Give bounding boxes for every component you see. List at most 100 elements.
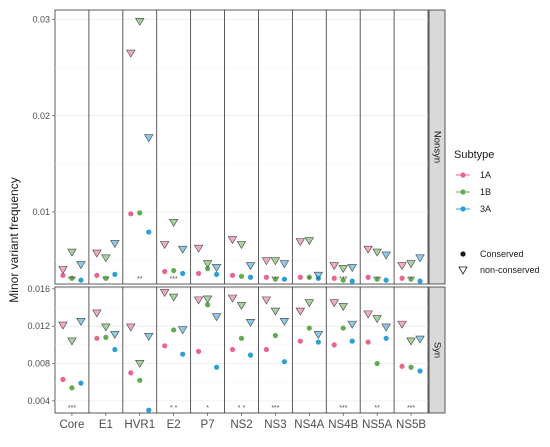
y-tick-label: 0.004 <box>27 396 50 406</box>
significance-marker: * <box>206 405 209 412</box>
non-conserved-point-1A <box>363 310 373 319</box>
legend-key-3A <box>460 206 466 212</box>
chart-panels: 0.010.020.03*** * * ** *** *** * *** *** ***Nons… <box>27 9 446 414</box>
legend-key-1A <box>460 172 466 178</box>
legend-label-non-conserved: non-conserved <box>480 265 540 275</box>
conserved-point-3A <box>349 278 355 284</box>
non-conserved-point-3A <box>313 271 324 280</box>
y-tick-label: 0.03 <box>32 15 50 25</box>
x-tick-label: NS3 <box>264 419 286 431</box>
non-conserved-point-3A <box>177 326 188 335</box>
conserved-point-1A <box>229 272 236 278</box>
conserved-point-1B <box>204 266 211 272</box>
y-tick-label: 0.012 <box>27 321 50 331</box>
non-conserved-point-1A <box>58 321 68 330</box>
conserved-point-1A <box>263 346 270 353</box>
non-conserved-point-1A <box>126 49 136 58</box>
non-conserved-point-1A <box>92 309 102 318</box>
non-conserved-point-1B <box>338 303 348 311</box>
x-tick-label: HVR1 <box>124 419 155 431</box>
conserved-point-1B <box>306 325 312 331</box>
non-conserved-point-1A <box>58 266 68 274</box>
conserved-point-1B <box>238 273 245 279</box>
non-conserved-point-1B <box>372 315 382 324</box>
significance-marker: *** <box>407 276 415 283</box>
conserved-point-1B <box>374 276 380 282</box>
conserved-point-1A <box>365 339 371 345</box>
conserved-point-1B <box>171 267 177 274</box>
conserved-point-1A <box>128 370 134 376</box>
non-conserved-point-1B <box>304 237 315 246</box>
legend-key-conserved <box>460 251 466 257</box>
conserved-point-1A <box>297 338 303 344</box>
non-conserved-point-1B <box>202 260 213 269</box>
non-conserved-point-1A <box>227 236 238 245</box>
non-conserved-point-3A <box>415 254 425 263</box>
conserved-point-1A <box>195 348 202 354</box>
significance-marker: *** <box>271 405 279 412</box>
significance-marker: ** <box>137 276 143 283</box>
non-conserved-point-1B <box>67 337 77 346</box>
legend-label-conserved: Conserved <box>480 249 524 259</box>
conserved-point-1B <box>69 275 75 281</box>
non-conserved-point-3A <box>144 332 154 341</box>
y-tick-label: 0.016 <box>27 284 50 294</box>
conserved-point-1B <box>103 334 109 340</box>
significance-marker: *** <box>407 405 415 412</box>
significance-marker: *** <box>339 405 347 412</box>
x-tick-label: NS5B <box>396 419 426 431</box>
non-conserved-point-3A <box>245 262 256 271</box>
non-conserved-point-3A <box>245 318 256 327</box>
conserved-point-1B <box>103 275 109 281</box>
non-conserved-point-3A <box>110 331 120 339</box>
non-conserved-point-1A <box>329 299 339 308</box>
non-conserved-point-1A <box>159 289 170 297</box>
non-conserved-point-1B <box>270 257 281 266</box>
conserved-point-1A <box>60 272 66 278</box>
x-tick-label: E2 <box>167 419 181 431</box>
conserved-point-1A <box>229 346 236 353</box>
conserved-point-3A <box>146 229 152 235</box>
conserved-point-3A <box>349 338 355 344</box>
non-conserved-point-1B <box>372 248 382 257</box>
non-conserved-point-1B <box>67 248 77 257</box>
significance-marker: *** <box>170 276 178 283</box>
significance-marker: * * <box>170 405 178 412</box>
non-conserved-point-3A <box>144 134 154 143</box>
conserved-point-1A <box>331 275 337 281</box>
x-tick-label: NS4B <box>328 419 358 431</box>
x-axis: Core E1 HVR1 E2 P7 NS2 NS3 NS4A NS4B NS5A NS5B <box>59 413 426 431</box>
conserved-point-3A <box>417 368 423 374</box>
conserved-point-1A <box>162 268 168 275</box>
x-tick-label: NS2 <box>230 419 252 431</box>
conserved-point-3A <box>78 380 84 386</box>
legend-title: Subtype <box>454 149 494 161</box>
non-conserved-point-1A <box>159 241 170 249</box>
non-conserved-point-3A <box>211 264 222 273</box>
non-conserved-point-1B <box>338 265 348 274</box>
non-conserved-point-1B <box>270 307 281 316</box>
legend-label-3A: 3A <box>480 204 491 214</box>
conserved-point-3A <box>383 277 389 283</box>
significance-marker: *** <box>271 276 279 283</box>
significance-marker: * * <box>238 405 246 412</box>
panel-nonsyn: 0.010.020.03*** * * ** *** *** * *** *** ***Nons… <box>32 9 446 285</box>
legend-label-1A: 1A <box>480 170 491 180</box>
non-conserved-point-3A <box>279 260 290 269</box>
conserved-point-1A <box>365 274 371 280</box>
non-conserved-point-1A <box>193 244 204 253</box>
non-conserved-point-3A <box>279 318 290 326</box>
conserved-point-1B <box>340 325 346 331</box>
significance-marker: *** <box>68 276 76 283</box>
conserved-point-1A <box>195 270 202 277</box>
conserved-point-1A <box>94 335 100 341</box>
non-conserved-point-1A <box>261 257 272 266</box>
non-conserved-point-1A <box>363 245 373 254</box>
conserved-point-1B <box>137 377 143 383</box>
non-conserved-point-3A <box>211 313 222 322</box>
conserved-point-1A <box>331 342 337 348</box>
significance-marker: *** <box>68 405 76 412</box>
non-conserved-point-3A <box>415 335 425 344</box>
non-conserved-point-1A <box>261 296 272 305</box>
